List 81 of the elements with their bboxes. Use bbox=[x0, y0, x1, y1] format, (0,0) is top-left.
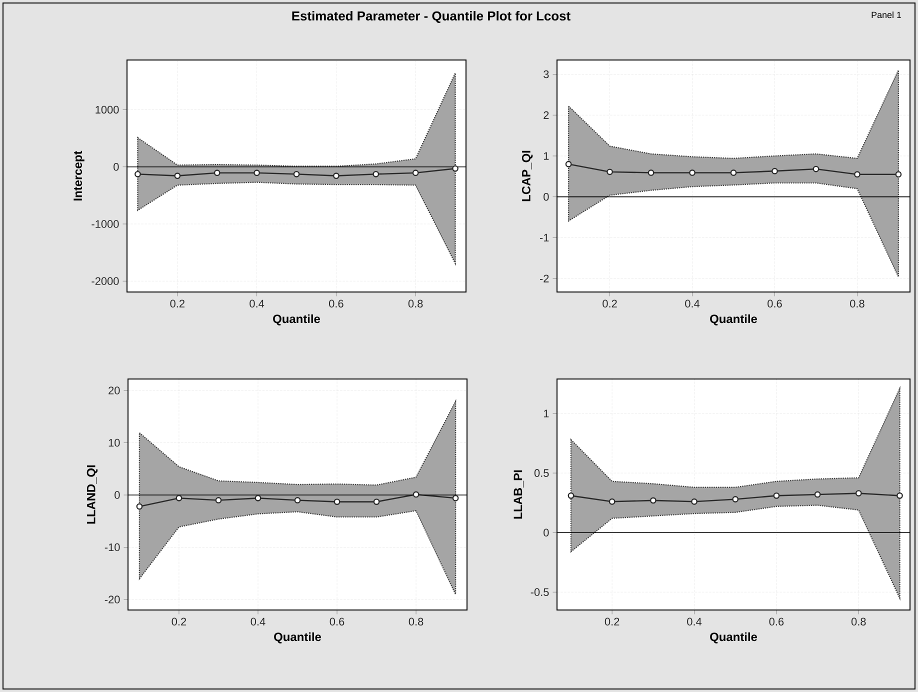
point bbox=[176, 494, 182, 502]
y-axis-title: Intercept bbox=[74, 150, 84, 200]
x-tick-label: 0.2 bbox=[170, 300, 184, 308]
x-tick-label: 0.6 bbox=[330, 618, 344, 626]
y-tick-label: 1000 bbox=[96, 106, 119, 114]
x-tick-label: 0.6 bbox=[769, 618, 784, 626]
x-tick-label: 0.4 bbox=[250, 300, 264, 308]
y-tick-label: -10 bbox=[104, 543, 120, 552]
point bbox=[174, 172, 181, 180]
point bbox=[333, 172, 340, 180]
point bbox=[895, 171, 902, 178]
point bbox=[773, 492, 780, 499]
point bbox=[136, 503, 143, 510]
x-axis-title: Quantile bbox=[274, 632, 322, 644]
point bbox=[606, 168, 613, 176]
y-tick-label: -2 bbox=[540, 274, 549, 282]
y-tick-label: 0 bbox=[114, 491, 120, 499]
point bbox=[373, 498, 380, 505]
y-tick-label: -20 bbox=[104, 596, 120, 604]
point bbox=[608, 498, 616, 505]
point bbox=[294, 497, 301, 504]
y-axis-title: LLAND_QI bbox=[86, 465, 98, 524]
point bbox=[215, 497, 222, 504]
point bbox=[648, 170, 654, 176]
y-axis-title: LCAP_QI bbox=[522, 150, 533, 202]
point bbox=[691, 498, 698, 505]
point bbox=[452, 494, 459, 502]
point bbox=[812, 166, 820, 172]
point bbox=[814, 491, 821, 498]
point bbox=[412, 170, 419, 176]
x-tick-label: 0.2 bbox=[172, 618, 186, 626]
x-tick-label: 0.4 bbox=[250, 618, 266, 626]
x-tick-label: 0.2 bbox=[602, 300, 617, 308]
y-tick-label: -0.5 bbox=[530, 588, 549, 596]
point bbox=[732, 496, 739, 502]
point bbox=[854, 171, 860, 178]
x-tick-label: 0.8 bbox=[850, 300, 864, 308]
point bbox=[412, 491, 420, 498]
x-axis-title: Quantile bbox=[273, 314, 320, 326]
point bbox=[730, 170, 737, 176]
y-tick-label: 20 bbox=[108, 386, 120, 394]
point bbox=[452, 165, 458, 172]
y-axis-title: LLAB_PI bbox=[514, 470, 524, 519]
point bbox=[565, 160, 572, 168]
point bbox=[855, 490, 862, 496]
x-tick-label: 0.8 bbox=[851, 618, 866, 626]
point bbox=[650, 497, 656, 504]
y-tick-label: 2 bbox=[544, 111, 549, 119]
point bbox=[372, 170, 380, 178]
y-tick-label: 0.5 bbox=[534, 469, 549, 477]
x-tick-label: 0.6 bbox=[768, 300, 782, 308]
y-tick-label: -2000 bbox=[92, 277, 119, 286]
y-tick-label: -1000 bbox=[92, 220, 119, 228]
y-tick-label: 3 bbox=[544, 70, 549, 78]
x-tick-label: 0.2 bbox=[604, 618, 620, 626]
y-tick-label: 1 bbox=[544, 410, 549, 418]
point bbox=[293, 170, 300, 178]
point bbox=[772, 168, 778, 174]
point bbox=[254, 170, 260, 176]
point bbox=[896, 492, 903, 499]
y-tick-label: -1 bbox=[540, 234, 549, 242]
x-tick-label: 0.4 bbox=[685, 300, 700, 308]
point bbox=[334, 498, 340, 505]
x-axis-title: Quantile bbox=[710, 314, 758, 326]
x-tick-label: 0.4 bbox=[687, 618, 702, 626]
y-tick-label: 10 bbox=[108, 438, 120, 447]
point bbox=[568, 492, 574, 499]
x-axis-title: Quantile bbox=[710, 632, 758, 644]
x-tick-label: 0.8 bbox=[408, 618, 424, 626]
y-tick-label: 0 bbox=[114, 162, 119, 171]
y-tick-label: 0 bbox=[544, 528, 549, 536]
point bbox=[134, 170, 141, 178]
point bbox=[214, 170, 220, 176]
x-tick-label: 0.8 bbox=[408, 300, 423, 308]
text: Panel 1 bbox=[872, 12, 902, 18]
y-tick-label: 1 bbox=[544, 152, 549, 160]
x-tick-label: 0.6 bbox=[329, 300, 344, 308]
chart-title: Estimated Parameter - Quantile Plot for Lcost bbox=[292, 11, 570, 23]
y-tick-label: 0 bbox=[544, 192, 549, 201]
point bbox=[254, 494, 262, 502]
point bbox=[689, 170, 696, 176]
